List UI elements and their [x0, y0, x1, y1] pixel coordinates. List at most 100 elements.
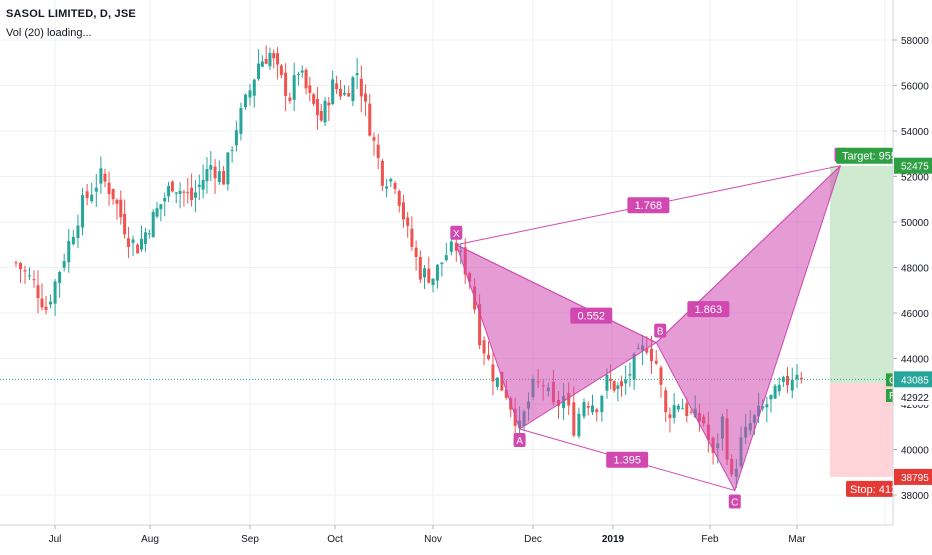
pattern-point-label: X — [453, 229, 460, 240]
time-axis: Jul Aug Sep Oct Nov Dec 2019 Feb Mar — [0, 524, 893, 545]
candle-body — [478, 304, 482, 346]
candle-body — [264, 58, 268, 64]
candle-body — [182, 191, 186, 193]
candle-body — [201, 179, 205, 190]
candle-body — [600, 395, 604, 413]
candle-body — [213, 166, 217, 179]
candle-body — [126, 238, 130, 248]
candle-body — [327, 102, 331, 106]
candle-body — [500, 371, 504, 391]
price-tick-label: 48000 — [901, 264, 929, 275]
candle-body — [605, 374, 609, 391]
ratio-label-bg — [570, 307, 613, 324]
stop-price-badge — [894, 468, 932, 485]
time-tick-label: Feb — [701, 534, 719, 545]
candle-body — [115, 199, 119, 204]
candle-body — [284, 72, 288, 96]
candle-body — [659, 367, 663, 385]
price-tick-label: 38000 — [901, 491, 929, 502]
candle-body — [562, 396, 566, 409]
candle-body — [174, 192, 178, 194]
candle-body — [487, 354, 490, 359]
candle-body — [99, 168, 103, 184]
entry-price-badge — [894, 389, 932, 406]
candle-body — [444, 255, 448, 261]
candle-body — [376, 144, 380, 158]
candle-body — [431, 278, 435, 286]
candle-body — [300, 70, 304, 73]
chart-title: SASOL LIMITED, D, JSE — [6, 8, 136, 20]
candle-body — [119, 199, 123, 218]
candle-body — [595, 409, 599, 413]
grid — [0, 0, 893, 525]
stop-price-label: 38795 — [901, 473, 929, 484]
time-tick-label: Nov — [424, 534, 442, 545]
pattern-line-bd — [655, 165, 841, 343]
candle-body — [276, 53, 280, 65]
candle-body — [147, 233, 151, 235]
candle-body — [131, 239, 135, 243]
candle-body — [151, 211, 155, 238]
candle-body — [292, 75, 296, 100]
candle-body — [591, 405, 594, 413]
price-tick-label: 40000 — [901, 446, 929, 457]
candle-body — [582, 402, 586, 417]
candle-body — [342, 92, 346, 95]
stop-label-bg — [846, 480, 896, 497]
pattern-point-label: A — [516, 436, 523, 447]
candle-body — [397, 190, 401, 206]
candle-body — [799, 377, 803, 380]
stop-zone — [830, 383, 893, 477]
candle-body — [205, 169, 209, 182]
price-tick-label: 54000 — [901, 127, 929, 138]
candle-body — [155, 208, 159, 217]
ratio-label: 1.768 — [635, 200, 663, 212]
candle-body — [167, 186, 171, 197]
candle-body — [243, 94, 247, 108]
candle-body — [777, 384, 781, 392]
candle-body — [368, 103, 372, 136]
current-price-label: 43085 — [901, 375, 929, 386]
ratio-label: 0.552 — [578, 311, 606, 323]
target-label-bg — [836, 147, 896, 164]
candle-body — [331, 79, 335, 105]
candle-body — [190, 187, 194, 201]
price-tick-label: 56000 — [901, 82, 929, 93]
pattern-line-xb — [456, 244, 657, 344]
candle-body — [389, 178, 393, 182]
candle-body — [81, 195, 85, 228]
candle-body — [186, 192, 190, 194]
candle-body — [364, 93, 368, 102]
candle-body — [380, 160, 384, 186]
candle-body — [355, 73, 359, 76]
candle-body — [209, 165, 213, 170]
candle-body — [795, 374, 799, 380]
time-tick-label: 2019 — [602, 534, 625, 545]
candle-body — [23, 270, 27, 272]
candle-body — [107, 182, 111, 195]
candle-body — [49, 301, 53, 305]
candle-body — [163, 197, 167, 202]
target-price-badge — [894, 157, 932, 174]
candle-body — [197, 184, 201, 187]
time-tick-label: Mar — [788, 534, 806, 545]
candle-body — [482, 340, 486, 354]
candle-body — [504, 389, 508, 398]
candle-body — [650, 348, 653, 362]
candle-body — [14, 262, 18, 264]
candle-body — [193, 192, 197, 198]
time-tick-label: Dec — [524, 534, 542, 545]
current-price-badge — [894, 371, 932, 388]
candle-body — [111, 188, 115, 200]
candle-body — [628, 374, 632, 376]
candle-body — [577, 413, 581, 437]
candle-body — [288, 97, 292, 102]
candle-body — [85, 191, 89, 199]
candle-body — [136, 244, 140, 254]
candle-body — [676, 405, 680, 410]
pattern-point-bg — [654, 323, 667, 338]
stop-label: Stop: 412 — [850, 484, 897, 496]
